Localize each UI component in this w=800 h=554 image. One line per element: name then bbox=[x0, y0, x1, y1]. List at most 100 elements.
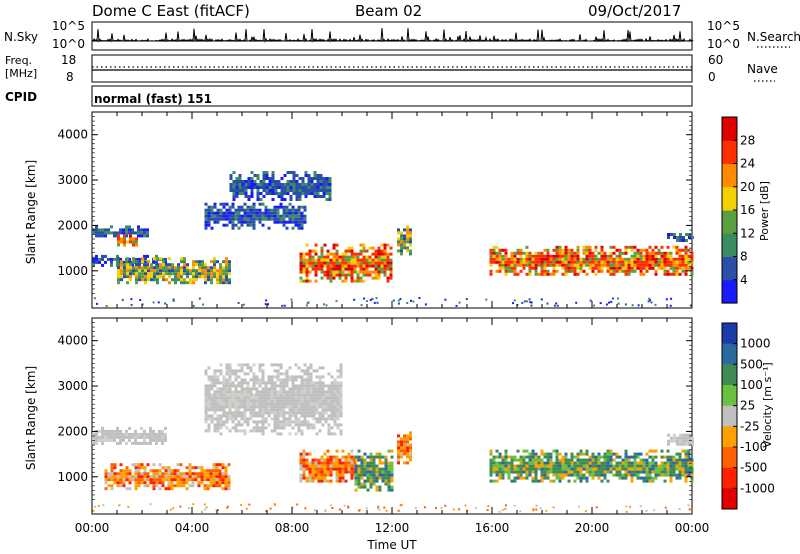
echo-cell bbox=[390, 455, 394, 459]
echo-cell bbox=[682, 239, 685, 242]
echo-cell bbox=[228, 281, 231, 285]
echo-cell bbox=[315, 381, 319, 385]
echo-cell bbox=[315, 432, 319, 436]
echo-cell bbox=[323, 458, 327, 462]
echo-cell bbox=[360, 461, 364, 465]
echo-cell bbox=[489, 254, 493, 258]
echo-cell bbox=[338, 473, 342, 477]
echo-cell bbox=[207, 405, 211, 409]
echo-cell bbox=[400, 246, 403, 250]
echo-cell bbox=[183, 272, 186, 276]
echo-cell bbox=[180, 272, 183, 276]
echo-cell bbox=[409, 243, 412, 247]
echo-cell bbox=[302, 455, 306, 459]
echo-cell bbox=[489, 449, 493, 453]
echo-cell bbox=[128, 228, 131, 232]
echo-cell bbox=[240, 387, 244, 391]
echo-cell bbox=[495, 449, 499, 453]
echo-cell bbox=[117, 240, 120, 244]
echo-cell bbox=[250, 186, 254, 189]
echo-cell bbox=[247, 198, 251, 201]
echo-cell bbox=[669, 455, 673, 459]
echo-cell-near bbox=[521, 301, 524, 304]
echo-cell bbox=[246, 384, 250, 388]
echo-cell bbox=[621, 251, 625, 255]
echo-cell bbox=[228, 417, 232, 421]
echo-cell bbox=[285, 214, 289, 218]
echo-cell bbox=[504, 254, 508, 258]
echo-cell bbox=[516, 260, 520, 264]
echo-cell bbox=[161, 432, 164, 436]
echo-cell bbox=[301, 186, 305, 189]
echo-cell bbox=[174, 269, 177, 273]
echo-cell bbox=[389, 273, 393, 277]
echo-cell bbox=[320, 252, 324, 256]
echo-cell bbox=[286, 171, 290, 174]
echo-cell bbox=[409, 231, 412, 235]
echo-cell bbox=[291, 220, 295, 224]
echo-cell bbox=[231, 205, 235, 209]
echo-cell bbox=[591, 464, 595, 468]
echo-cell bbox=[543, 461, 547, 465]
echo-cell bbox=[324, 408, 328, 412]
echo-cell bbox=[153, 272, 156, 276]
echo-cell bbox=[406, 452, 409, 456]
echo-cell bbox=[207, 205, 211, 209]
echo-cell bbox=[489, 479, 493, 483]
echo-cell bbox=[368, 261, 372, 265]
echo-cell bbox=[525, 263, 529, 267]
echo-cell bbox=[681, 464, 685, 468]
echo-cell bbox=[153, 278, 156, 282]
echo-cell bbox=[285, 411, 289, 415]
echo-cell bbox=[285, 390, 289, 394]
echo-cell bbox=[225, 275, 228, 279]
echo-cell bbox=[191, 478, 195, 482]
echo-cell bbox=[597, 257, 601, 261]
echo-cell bbox=[627, 455, 631, 459]
echo-cell bbox=[224, 472, 228, 476]
echo-cell bbox=[224, 487, 228, 491]
echo-cell bbox=[567, 269, 571, 273]
echo-cell bbox=[285, 205, 289, 209]
echo-cell bbox=[149, 438, 152, 442]
echo-cell bbox=[261, 411, 265, 415]
echo-cell bbox=[374, 273, 378, 277]
echo-cell bbox=[678, 473, 682, 477]
echo-cell bbox=[329, 273, 333, 277]
echo-cell bbox=[252, 408, 256, 412]
echo-cell bbox=[333, 414, 337, 418]
echo-cell bbox=[679, 236, 682, 239]
echo-cell bbox=[200, 472, 204, 476]
echo-cell bbox=[307, 177, 311, 180]
echo-cell bbox=[305, 467, 309, 471]
echo-cell bbox=[267, 414, 271, 418]
freq-label-line1: Freq. bbox=[5, 54, 32, 67]
echo-cell bbox=[238, 189, 242, 192]
echo-cell bbox=[344, 267, 348, 271]
echo-cell bbox=[231, 420, 235, 424]
echo-cell bbox=[585, 470, 589, 474]
echo-cell bbox=[249, 205, 253, 209]
echo-cell bbox=[359, 270, 363, 274]
echo-cell bbox=[282, 223, 286, 227]
echo-cell bbox=[633, 470, 637, 474]
echo-cell bbox=[600, 467, 604, 471]
echo-cell bbox=[279, 390, 283, 394]
echo-cell bbox=[663, 455, 667, 459]
echo-cell bbox=[332, 243, 336, 247]
echo-cell bbox=[291, 390, 295, 394]
echo-cell bbox=[250, 192, 254, 195]
echo-cell bbox=[330, 414, 334, 418]
echo-cell bbox=[621, 461, 625, 465]
echo-cell bbox=[218, 481, 222, 485]
echo-cell bbox=[344, 261, 348, 265]
echo-cell bbox=[597, 458, 601, 462]
echo-cell bbox=[207, 384, 211, 388]
echo-cell bbox=[234, 396, 238, 400]
echo-cell bbox=[567, 467, 571, 471]
echo-cell bbox=[387, 464, 391, 468]
echo-cell bbox=[328, 195, 332, 198]
echo-cell bbox=[132, 260, 135, 264]
echo-cell bbox=[268, 177, 272, 180]
echo-cell bbox=[204, 220, 208, 224]
